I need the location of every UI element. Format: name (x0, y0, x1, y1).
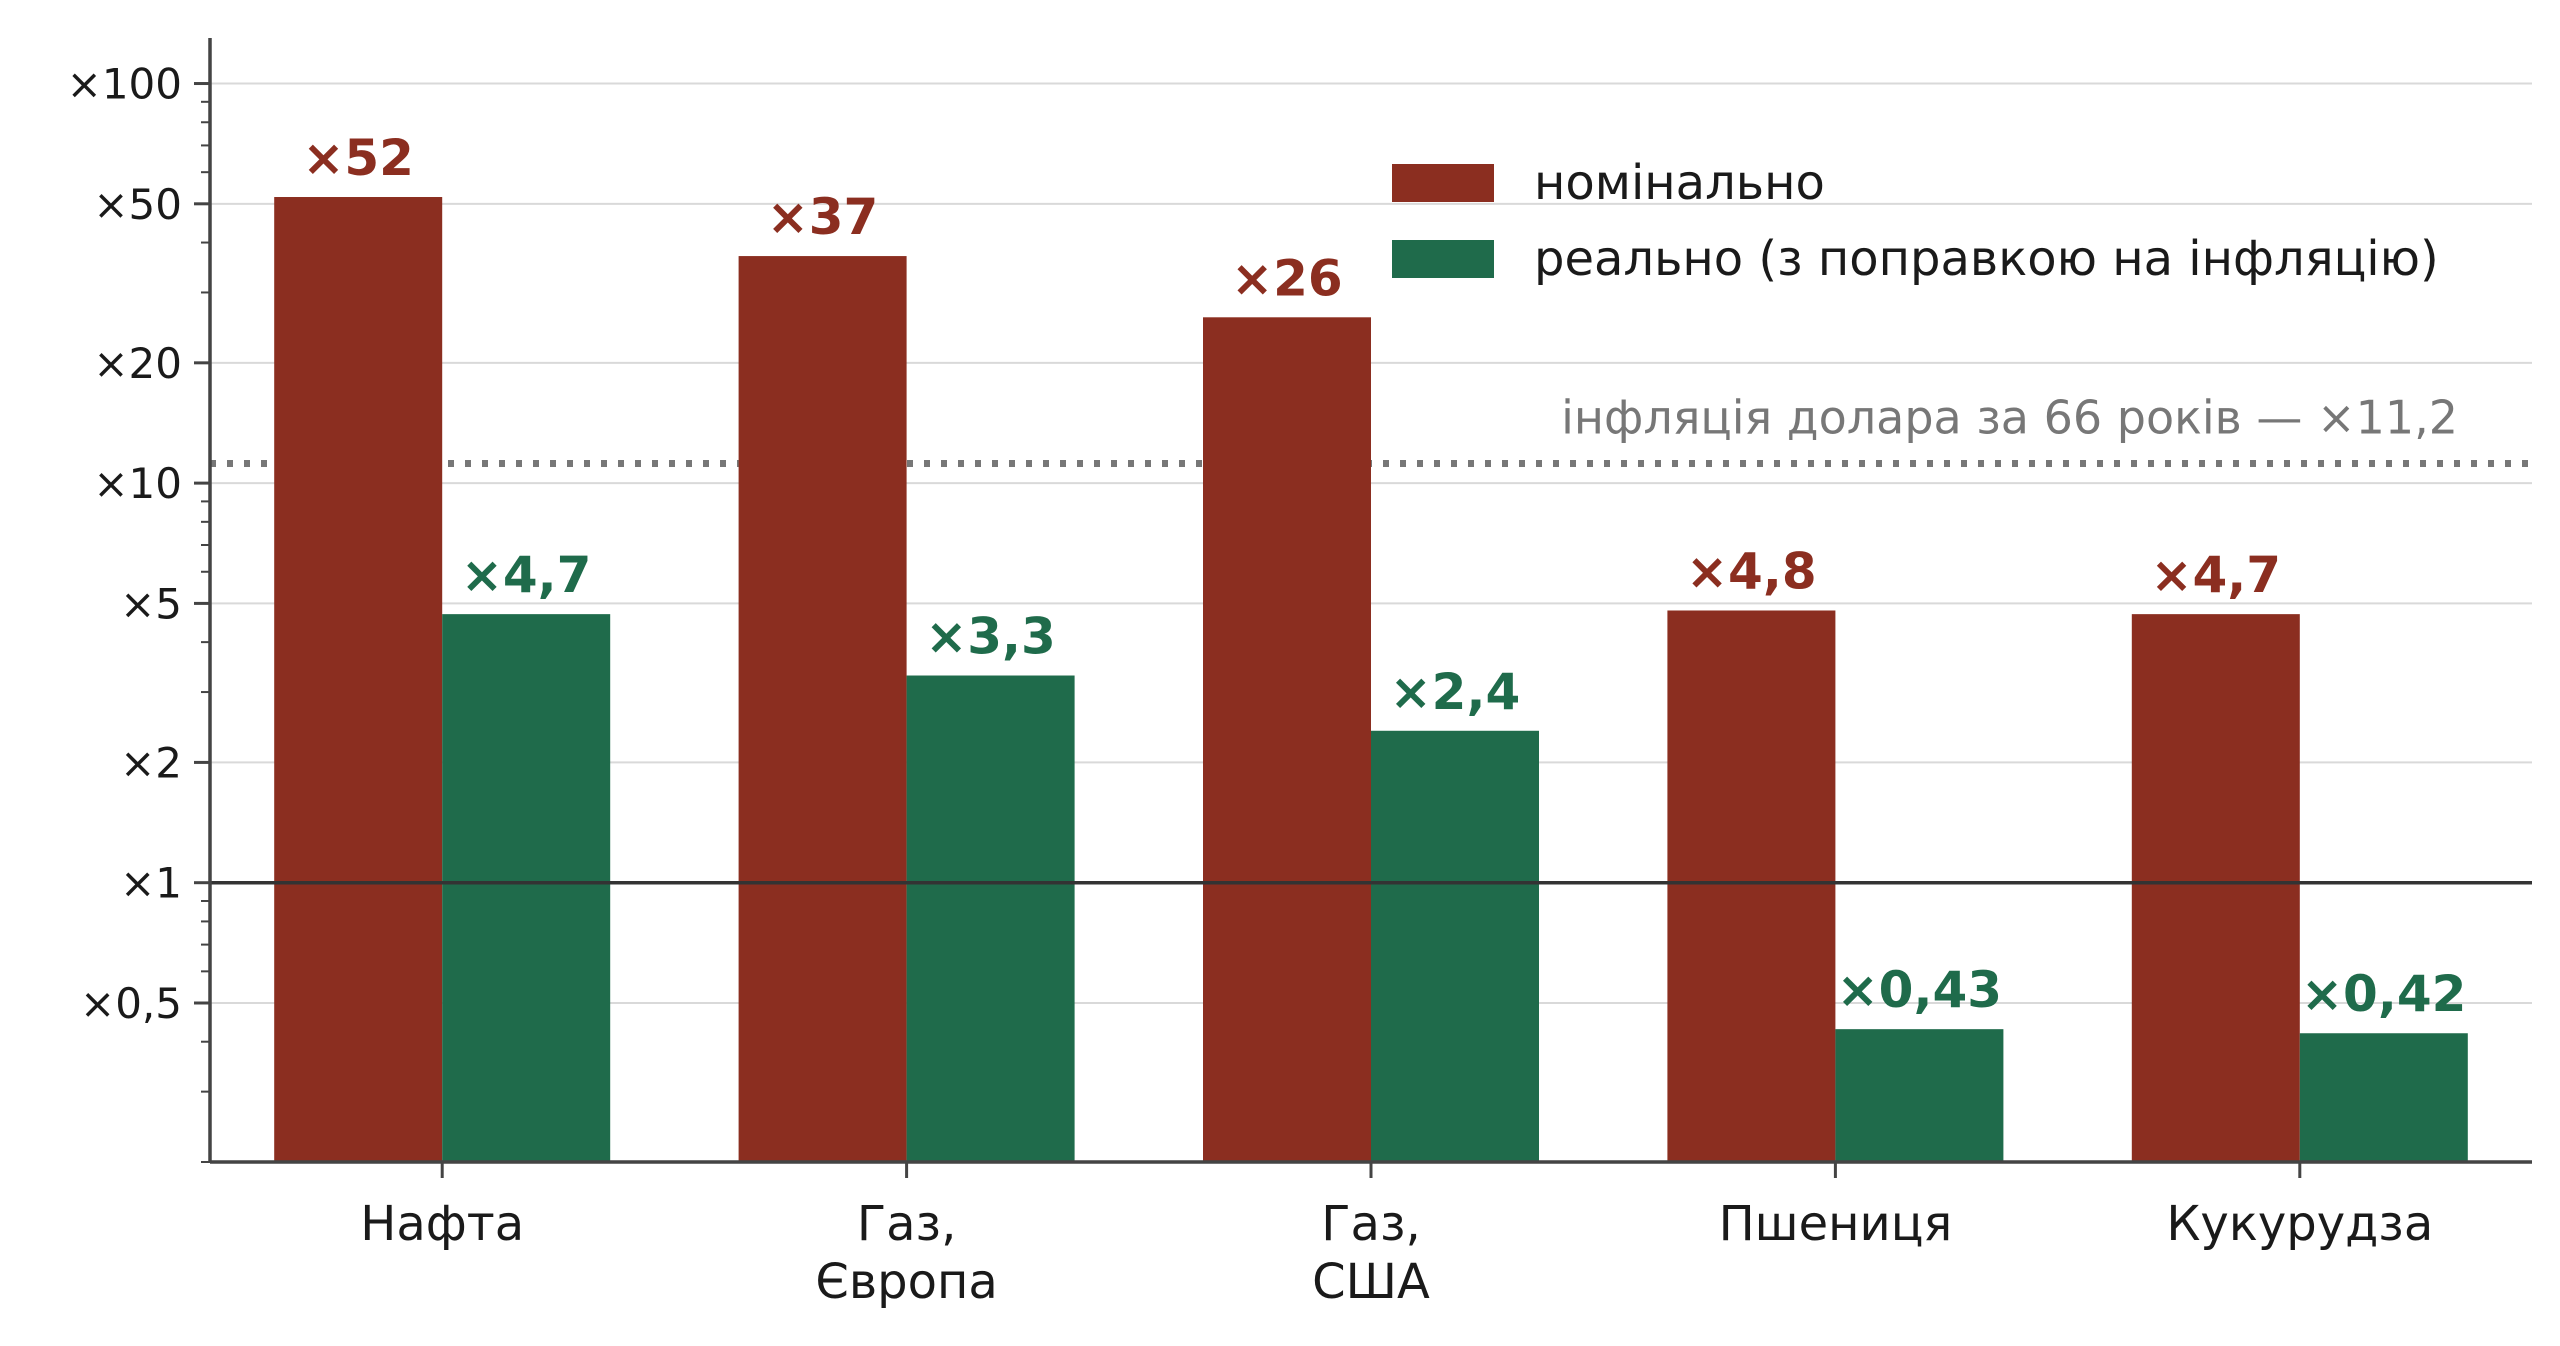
bars (274, 197, 2468, 1163)
legend-label: реально (з поправкою на інфляцію) (1534, 231, 2439, 287)
bar-nominal (1667, 610, 1836, 1162)
y-tick-label: ×1 (120, 859, 182, 908)
legend: номінально реально (з поправкою на інфляц… (1392, 155, 2439, 287)
value-label: ×4,8 (1686, 542, 1816, 600)
y-tick-label: ×10 (93, 459, 182, 508)
value-label: ×0,43 (1837, 961, 2002, 1019)
legend-swatch (1392, 164, 1494, 202)
y-tick-label: ×50 (93, 180, 182, 229)
value-label: ×52 (302, 129, 413, 187)
bar-real (442, 614, 611, 1162)
category-label: Газ, (1321, 1196, 1420, 1252)
value-label: ×4,7 (2151, 546, 2281, 604)
legend-swatch (1392, 240, 1494, 278)
bar-nominal (274, 197, 443, 1163)
category-label: США (1312, 1254, 1430, 1310)
category-label: Пшениця (1719, 1196, 1953, 1252)
bar-real (2299, 1033, 2468, 1162)
value-label: ×4,7 (461, 546, 591, 604)
value-label: ×3,3 (925, 608, 1055, 666)
inflation-label: інфляція долара за 66 років — ×11,2 (1561, 390, 2458, 444)
bar-real (1835, 1029, 2004, 1162)
value-labels: ×52 ×4,7 ×37 ×3,3 ×26 ×2,4 ×4,8 ×0,43 ×4,7 ×0,42 (302, 129, 2466, 1023)
value-label: ×26 (1231, 249, 1342, 307)
bar-real (906, 675, 1075, 1162)
value-label: ×2,4 (1390, 663, 1520, 721)
category-label: Нафта (360, 1196, 524, 1252)
category-label: Кукурудза (2166, 1196, 2433, 1252)
bar-nominal (1203, 317, 1371, 1162)
category-label: Європа (815, 1254, 997, 1310)
y-tick-label: ×0,5 (80, 979, 182, 1028)
bar-nominal (738, 256, 907, 1162)
bar-nominal (2131, 614, 2300, 1162)
value-label: ×0,42 (2301, 965, 2466, 1023)
category-label: Газ, (857, 1196, 956, 1252)
y-tick-label: ×20 (93, 339, 182, 388)
y-tick-label: ×100 (67, 60, 182, 109)
y-tick-label: ×2 (120, 738, 182, 787)
legend-label: номінально (1534, 155, 1825, 211)
y-tick-label: ×5 (120, 579, 182, 628)
bar-real (1371, 730, 1539, 1162)
value-label: ×37 (767, 188, 878, 246)
